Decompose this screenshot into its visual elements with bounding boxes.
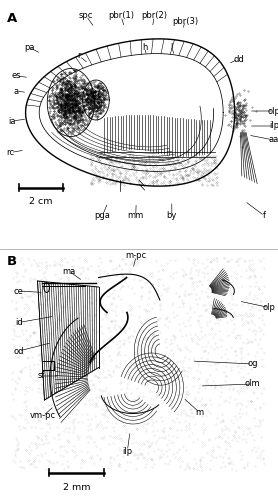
Text: olp: olp — [263, 303, 275, 312]
Text: dd: dd — [233, 54, 244, 64]
Text: pbr(3): pbr(3) — [172, 16, 198, 26]
Text: sf: sf — [38, 372, 45, 380]
Text: pbr(1): pbr(1) — [108, 12, 134, 20]
Text: by: by — [167, 212, 177, 220]
Text: vm-pc: vm-pc — [30, 412, 56, 420]
Text: id: id — [15, 318, 23, 327]
Text: pga: pga — [94, 212, 110, 220]
Text: B: B — [7, 255, 17, 268]
Text: f: f — [263, 212, 266, 220]
Text: 2 mm: 2 mm — [63, 482, 90, 492]
Text: pa: pa — [24, 43, 34, 52]
Text: a: a — [14, 86, 19, 96]
Text: m: m — [195, 408, 204, 417]
Text: pbr(2): pbr(2) — [141, 12, 167, 20]
Text: ia: ia — [8, 116, 15, 126]
Text: ilp: ilp — [269, 122, 278, 130]
Text: og: og — [247, 360, 258, 368]
Text: r: r — [78, 52, 81, 60]
Text: ilp: ilp — [122, 446, 132, 456]
Text: olm: olm — [245, 380, 260, 388]
Text: ma: ma — [62, 266, 76, 276]
Text: rc: rc — [7, 148, 14, 157]
Text: 2 cm: 2 cm — [29, 198, 53, 206]
Text: h: h — [142, 43, 147, 52]
Text: mm: mm — [128, 212, 144, 220]
Text: aa: aa — [269, 136, 278, 144]
Text: ce: ce — [14, 286, 24, 296]
Text: od: od — [14, 346, 24, 356]
Text: m-pc: m-pc — [126, 252, 147, 260]
Text: A: A — [7, 12, 17, 26]
Text: l: l — [171, 43, 173, 52]
Text: es: es — [11, 72, 21, 80]
Text: spc: spc — [79, 12, 93, 20]
Text: olp: olp — [267, 106, 278, 116]
